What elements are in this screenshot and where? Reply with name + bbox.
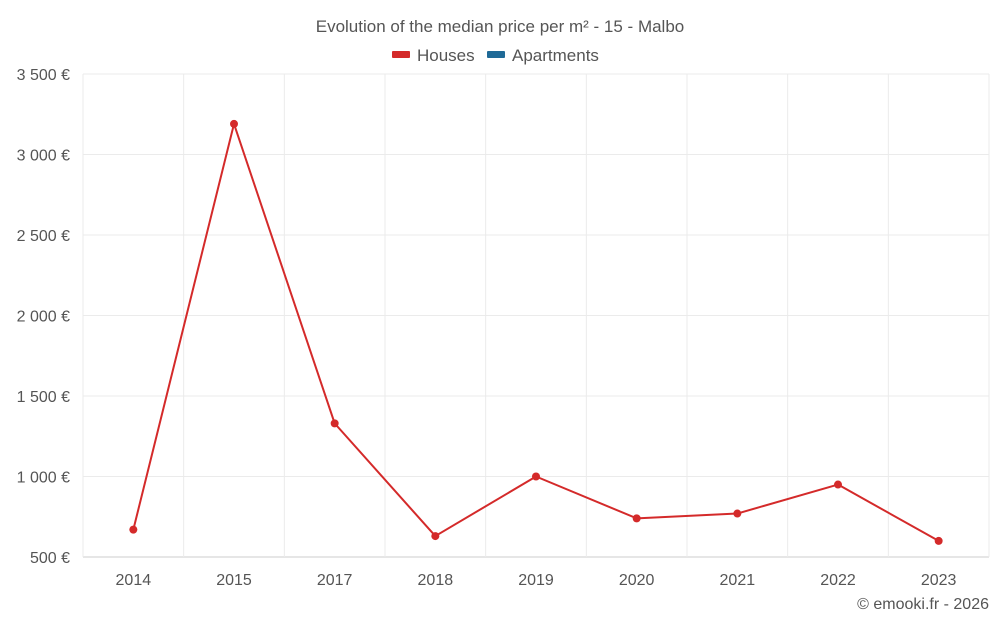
chart-title: Evolution of the median price per m² - 1… [316,17,685,36]
data-point[interactable] [733,509,742,518]
y-tick-label: 500 € [30,550,70,567]
data-point[interactable] [934,536,943,545]
data-point[interactable] [834,480,842,489]
data-point[interactable] [330,419,339,428]
legend-item-houses[interactable]: Houses [392,46,475,65]
legend-swatch-apartments [487,51,505,58]
y-tick-label: 3 500 € [17,67,70,84]
x-tick-label: 2014 [116,572,152,589]
legend-label-houses: Houses [417,46,475,65]
y-tick-label: 3 000 € [17,148,70,165]
x-tick-label: 2019 [518,572,554,589]
axes: 500 € 1 000 € 1 500 € 2 000 € 2 500 € 3 000 €… [17,67,957,589]
x-tick-label: 2020 [619,572,655,589]
y-tick-label: 1 500 € [17,389,70,406]
y-tick-label: 1 000 € [17,470,70,487]
data-point[interactable] [230,119,238,128]
legend-item-apartments[interactable]: Apartments [487,46,599,65]
x-tick-label: 2023 [921,572,957,589]
legend-label-apartments: Apartments [512,46,599,65]
y-tick-label: 2 500 € [17,228,70,245]
grid [82,73,990,558]
x-tick-label: 2015 [216,572,252,589]
x-tick-label: 2017 [317,572,353,589]
x-tick-label: 2018 [418,572,454,589]
legend-swatch-houses [392,51,410,58]
y-tick-label: 2 000 € [17,309,70,326]
data-point[interactable] [532,472,540,481]
data-point[interactable] [129,525,138,534]
x-tick-label: 2021 [720,572,756,589]
legend: Houses Apartments [392,46,599,65]
series [129,119,943,545]
data-point[interactable] [431,532,440,541]
data-point[interactable] [632,514,641,523]
credit-text: © emooki.fr - 2026 [857,596,989,613]
x-tick-label: 2022 [820,572,856,589]
